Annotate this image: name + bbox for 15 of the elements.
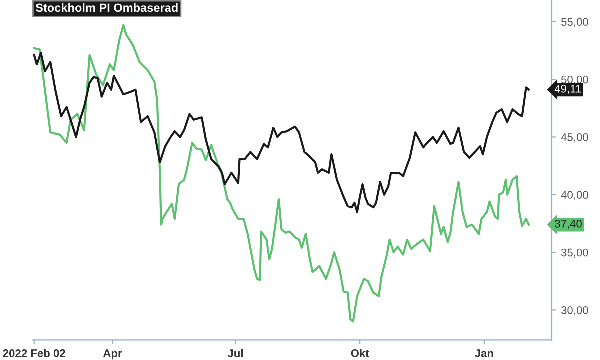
text: Stockholm PI Ombaserad xyxy=(36,3,178,12)
y-tick-label: 40,00 xyxy=(561,191,588,200)
x-tick-label: Jul xyxy=(228,349,243,358)
x-tick-label: Okt xyxy=(351,349,370,358)
x-tick-label: Jan xyxy=(475,350,494,358)
y-tick-label: 30,00 xyxy=(561,306,588,316)
line-series xyxy=(33,24,530,323)
y-tick-label: 45,00 xyxy=(561,134,588,143)
text: 37,40 xyxy=(555,220,582,230)
line-series xyxy=(33,52,530,214)
y-tick-label: 55,00 xyxy=(561,18,588,28)
y-tick-label: 35,00 xyxy=(561,248,588,258)
text: 49,11 xyxy=(554,84,582,94)
x-tick-label: 2022 Feb 02 xyxy=(3,349,66,358)
x-tick-label: Apr xyxy=(103,350,122,360)
